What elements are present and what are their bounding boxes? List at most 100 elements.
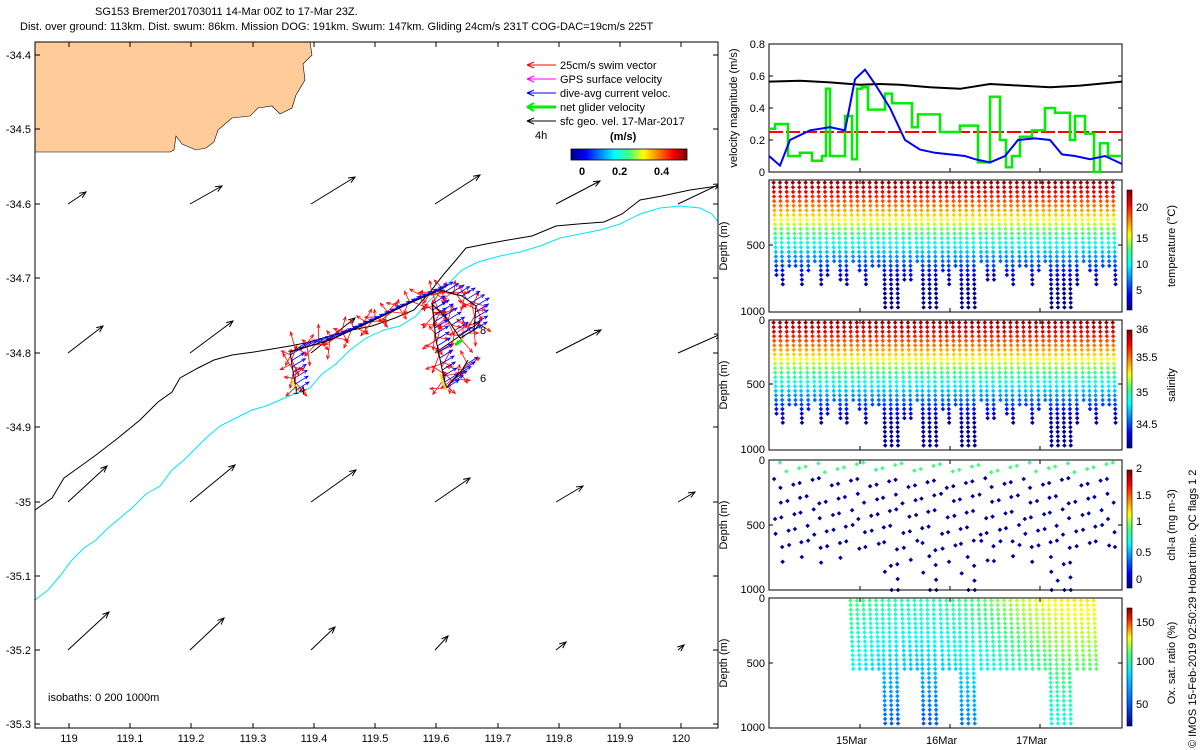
- swim-vector: [460, 349, 467, 363]
- current-vector: [447, 311, 462, 321]
- current-vector: [453, 370, 468, 380]
- current-vector: [454, 321, 469, 331]
- velocity-axis-label: velocity magnitude (m/s): [728, 48, 740, 167]
- map-legend: 25cm/s swim vector GPS surface velocity …: [526, 60, 685, 128]
- swim-vector: [294, 380, 308, 397]
- current-vector: [475, 297, 490, 307]
- swim-vector: [342, 333, 349, 344]
- map-xtick-label: 119.3: [240, 733, 267, 745]
- geostrophic-arrow: [434, 174, 482, 205]
- geostrophic-arrow: [189, 464, 236, 503]
- velocity-ytick-label: 0.6: [750, 71, 765, 83]
- geostrophic-arrow: [677, 644, 685, 652]
- legend-item-net-glider-velocity: net glider velocity: [526, 102, 645, 114]
- oxygen-colorbar-tick: 100: [1136, 656, 1154, 668]
- map-ytick-label: -34.6: [6, 199, 31, 211]
- track-label-8: 8: [480, 325, 486, 337]
- time-tick-17Mar: 17Mar: [1016, 735, 1048, 747]
- map-ytick-label: -35.2: [6, 645, 31, 657]
- temperature-colorbar-tick: 5: [1136, 285, 1142, 297]
- current-vector: [309, 337, 324, 347]
- map-ytick-label: -34.4: [6, 50, 31, 62]
- legend-item-swim-vector: 25cm/s swim vector: [526, 60, 657, 72]
- swim-vector: [422, 294, 430, 304]
- velocity-ytick-label: 0.2: [750, 135, 765, 147]
- swim-vector: [440, 376, 457, 390]
- profile-panel-temperature: 500 1000 Depth (m) 20 15 10 5 temperature (°C): [718, 179, 1178, 318]
- geostrophic-arrow: [555, 180, 602, 205]
- depth-axis-label: Depth (m): [718, 501, 730, 550]
- swim-vector: [285, 350, 294, 367]
- depth-tick-label: 500: [747, 379, 765, 391]
- imos-credit: © IMOS 15-Feb-2019 02:50:29 Hobart time.…: [1187, 470, 1199, 748]
- chla-colorbar-tick: 0: [1136, 574, 1142, 586]
- current-vector: [445, 282, 460, 292]
- surface-geostrophic-velocity-arrows: [67, 174, 718, 652]
- map-xtick-label: 119.9: [607, 733, 634, 745]
- current-vector: [291, 352, 306, 362]
- temperature-colorbar-tick: 15: [1136, 233, 1148, 245]
- temperature-colorbar-tick: 20: [1136, 202, 1148, 214]
- current-vector: [437, 337, 452, 347]
- current-vector: [294, 375, 309, 385]
- swim-vector: [408, 288, 424, 298]
- current-vector: [458, 326, 473, 336]
- time-axis: 15Mar 16Mar 17Mar: [836, 735, 1048, 747]
- temperature-colorbar: [1126, 189, 1133, 311]
- legend-item-dive-avg-current: dive-avg current veloc.: [526, 88, 671, 100]
- velocity-ytick-label: 0.4: [750, 103, 765, 115]
- swim-vector: [343, 330, 352, 349]
- salinity-colorbar-label: salinity: [1166, 368, 1178, 402]
- swim-vector: [360, 320, 373, 337]
- depth-axis-label: Depth (m): [718, 639, 730, 688]
- swim-vector: [303, 333, 315, 348]
- depth-tick-label: 0: [759, 315, 765, 327]
- net-velocity-marker: [454, 338, 463, 347]
- current-vector: [293, 369, 309, 379]
- geostrophic-arrow: [434, 635, 449, 651]
- salinity-samples: [771, 320, 1118, 448]
- swim-vector: [321, 342, 330, 351]
- current-vector: [471, 294, 486, 304]
- temperature-colorbar-label: temperature (°C): [1166, 205, 1178, 287]
- current-vector: [431, 295, 446, 305]
- map-xtick-label: 119.6: [423, 733, 450, 745]
- swim-vector: [436, 345, 443, 356]
- profile-panel-chla: 0 500 1000 Depth (m) 2 1.5 1 0.5 0 chl-a (mg m-3): [718, 455, 1178, 596]
- colorbar-time-label: 4h: [535, 130, 547, 142]
- legend-item-gps-velocity: GPS surface velocity: [526, 74, 663, 86]
- map-xtick-label: 119.4: [301, 733, 328, 745]
- map-frame: [34, 41, 719, 729]
- current-vector: [475, 303, 490, 313]
- salinity-colorbar-tick: 35: [1136, 387, 1148, 399]
- current-vector: [315, 335, 330, 345]
- current-vector: [298, 340, 313, 350]
- legend-label-net-glider-velocity: net glider velocity: [560, 102, 645, 114]
- profile-panel-oxygen: 0 500 1000 Depth (m) 150 100 50 Ox. sat. ratio …: [718, 593, 1178, 734]
- swim-vector: [292, 366, 303, 371]
- map-xtick-label: 119.5: [362, 733, 389, 745]
- swim-vector: [475, 308, 487, 313]
- salinity-colorbar-tick: 35.5: [1136, 352, 1157, 364]
- current-vector: [443, 367, 458, 377]
- current-vector: [466, 290, 481, 300]
- geostrophic-arrow: [67, 325, 105, 354]
- current-vector: [433, 313, 448, 323]
- land-coastline: [35, 42, 313, 153]
- current-vector: [461, 361, 476, 371]
- chla-colorbar-tick: 1.5: [1136, 490, 1151, 502]
- depth-tick-label: 0: [759, 593, 765, 605]
- swim-vector: [285, 386, 296, 397]
- surface-speed-line: [768, 79, 1123, 90]
- current-vector: [292, 358, 307, 367]
- time-tick-15Mar: 15Mar: [836, 735, 868, 747]
- colorbar-tick-0.4: 0.4: [654, 166, 670, 178]
- map-xtick-label: 119.7: [485, 733, 512, 745]
- map-xtick-label: 119.2: [178, 733, 205, 745]
- colorbar-tick-0.2: 0.2: [612, 166, 627, 178]
- geostrophic-arrow: [189, 617, 225, 651]
- map-xtick-label: 119.8: [546, 733, 573, 745]
- current-vector: [304, 339, 319, 349]
- swim-vector: [431, 354, 440, 374]
